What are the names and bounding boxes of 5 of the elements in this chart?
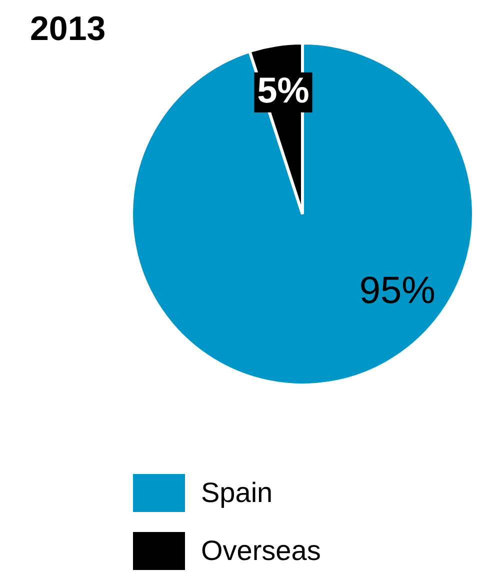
data-label: 5% [257,69,310,110]
legend-label: Overseas [201,535,321,567]
legend-label: Spain [201,477,273,509]
chart-title: 2013 [30,10,106,49]
data-label: 95% [359,270,436,312]
